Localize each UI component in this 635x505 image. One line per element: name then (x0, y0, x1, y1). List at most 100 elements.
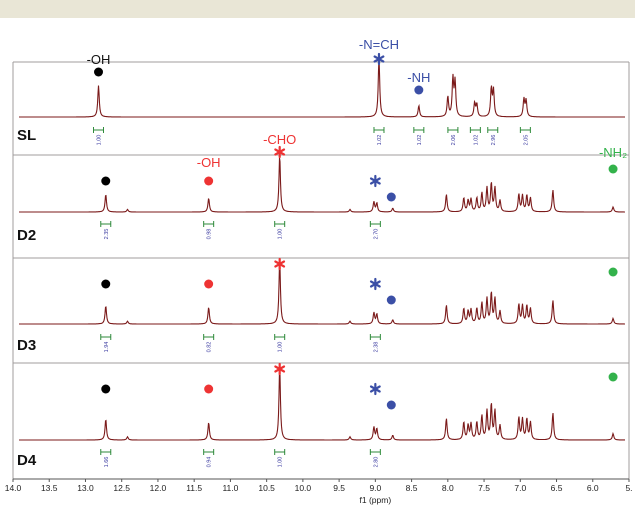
spectrum-trace-d3 (19, 262, 625, 325)
integral-d3-3: 2.38 (369, 334, 381, 353)
x-tick-label-3: 12.5 (113, 483, 130, 493)
x-tick-label-0: 14.0 (5, 483, 22, 493)
integral-value: 1.66 (104, 457, 110, 468)
integral-value: 1.00 (278, 457, 284, 468)
dot-marker-d4-5 (608, 372, 618, 382)
group-label-sl-2: -NH (407, 70, 430, 85)
integral-d2-1: 0.98 (203, 221, 215, 240)
integral-value: 2.96 (491, 135, 497, 146)
top-band (0, 0, 635, 18)
star-marker-sl-1 (373, 52, 385, 66)
sample-label-d2: D2 (17, 227, 36, 244)
integral-value: 0.82 (207, 342, 213, 353)
x-tick-label-1: 13.5 (41, 483, 58, 493)
dot-marker-d4-4 (386, 400, 396, 410)
integral-d4-0: 1.66 (100, 449, 112, 468)
x-tick-label-10: 9.0 (369, 483, 381, 493)
integral-d4-2: 1.00 (274, 449, 286, 468)
x-tick-label-9: 9.5 (333, 483, 345, 493)
integral-sl-0: 1.00 (93, 127, 105, 146)
sample-label-sl: SL (17, 127, 36, 144)
star-stroke (369, 385, 381, 393)
star-marker-d4-3 (369, 382, 381, 396)
dot-marker-sl-0 (94, 67, 104, 77)
integral-value: 2.06 (451, 135, 457, 146)
integral-d3-0: 1.94 (100, 334, 112, 353)
dot-marker-d2-1 (204, 176, 214, 186)
x-tick-label-7: 10.5 (258, 483, 275, 493)
group-label-d2-1: -OH (197, 155, 221, 170)
star-stroke (369, 177, 381, 185)
spectrum-trace-d2 (19, 157, 625, 213)
x-tick-label-15: 6.5 (551, 483, 563, 493)
dot-marker-d2-3 (101, 176, 111, 186)
integral-d2-2: 1.00 (274, 221, 286, 240)
x-tick-label-2: 13.0 (77, 483, 94, 493)
integral-value: 0.98 (207, 229, 213, 240)
sample-label-d4: D4 (17, 452, 37, 469)
dot-marker-d3-5 (608, 267, 618, 277)
integral-d4-1: 0.94 (203, 449, 215, 468)
dot-marker-d3-4 (386, 295, 396, 305)
integral-sl-2: 1.02 (413, 127, 425, 146)
x-tick-label-17: 5. (625, 483, 632, 493)
group-label-d2-2: -NH₂ (599, 145, 627, 160)
group-label-d2-0: -CHO (263, 132, 296, 147)
integral-d2-3: 2.70 (369, 221, 381, 240)
dot-marker-d3-0 (101, 279, 111, 289)
x-tick-label-8: 10.0 (295, 483, 312, 493)
integral-sl-3: 2.06 (447, 127, 459, 146)
group-label-sl-0: -OH (87, 52, 111, 67)
integral-value: 2.80 (373, 457, 379, 468)
x-axis-label: f1 (ppm) (360, 495, 392, 505)
integral-value: 0.94 (207, 457, 213, 468)
integral-d3-1: 0.82 (203, 334, 215, 353)
integral-value: 1.00 (97, 135, 103, 146)
spectrum-trace-d4 (19, 369, 625, 441)
integral-value: 1.94 (104, 342, 110, 353)
spectrum-trace-sl (19, 57, 625, 118)
integral-value: 1.02 (377, 135, 383, 146)
star-marker-d4-2 (274, 362, 286, 376)
x-tick-label-11: 8.5 (406, 483, 418, 493)
integral-value: 2.35 (104, 229, 110, 240)
sample-label-d3: D3 (17, 337, 36, 354)
x-tick-label-12: 8.0 (442, 483, 454, 493)
integral-value: 1.02 (417, 135, 423, 146)
integral-d3-2: 1.00 (274, 334, 286, 353)
integral-sl-4: 1.02 (469, 127, 481, 146)
group-label-sl-1: -N=CH (359, 37, 399, 52)
star-marker-d3-2 (274, 257, 286, 271)
integral-value: 2.70 (373, 229, 379, 240)
integral-sl-5: 2.96 (487, 127, 499, 146)
dot-marker-d4-0 (101, 384, 111, 394)
x-tick-label-6: 11.0 (222, 483, 238, 493)
x-tick-label-13: 7.5 (478, 483, 490, 493)
dot-marker-d2-2 (608, 164, 618, 174)
integral-sl-6: 2.05 (519, 127, 531, 146)
integral-value: 1.00 (278, 229, 284, 240)
dot-marker-d2-5 (386, 192, 396, 202)
integral-value: 1.00 (278, 342, 284, 353)
dot-marker-d4-1 (204, 384, 214, 394)
star-stroke (274, 365, 286, 373)
dot-marker-sl-2 (414, 85, 424, 95)
x-tick-label-5: 11.5 (186, 483, 202, 493)
star-marker-d2-0 (274, 145, 286, 159)
star-marker-d3-3 (369, 277, 381, 291)
integral-value: 2.38 (373, 342, 379, 353)
star-stroke (274, 148, 286, 156)
star-marker-d2-4 (369, 174, 381, 188)
star-stroke (274, 260, 286, 268)
integral-d4-3: 2.80 (369, 449, 381, 468)
x-tick-label-16: 6.0 (587, 483, 599, 493)
x-tick-label-14: 7.0 (514, 483, 526, 493)
integral-value: 1.02 (473, 135, 479, 146)
dot-marker-d3-1 (204, 279, 214, 289)
integral-d2-0: 2.35 (100, 221, 112, 240)
star-stroke (373, 55, 385, 63)
x-tick-label-4: 12.0 (150, 483, 167, 493)
integral-value: 2.05 (523, 135, 529, 146)
integral-sl-1: 1.02 (373, 127, 385, 146)
